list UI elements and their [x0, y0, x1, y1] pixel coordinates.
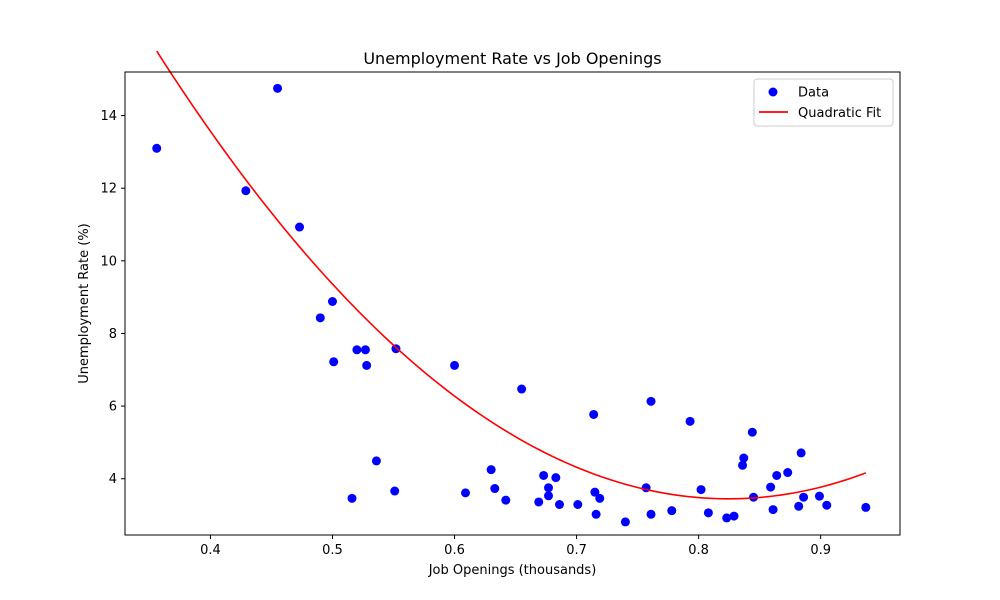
data-point — [696, 485, 706, 495]
data-point — [768, 505, 778, 515]
data-point — [646, 396, 656, 406]
data-point — [490, 484, 500, 494]
data-point — [590, 487, 600, 497]
x-tick-label: 0.9 — [810, 543, 831, 558]
data-point — [517, 384, 527, 394]
x-tick-label: 0.5 — [322, 543, 343, 558]
data-point — [796, 448, 806, 458]
data-point — [573, 499, 583, 509]
data-point — [544, 491, 554, 501]
legend: Data Quadratic Fit — [753, 78, 894, 127]
legend-data-label: Data — [798, 86, 829, 101]
data-point — [329, 357, 339, 367]
legend-fit-label: Quadratic Fit — [798, 106, 881, 121]
data-point — [352, 345, 362, 355]
data-point — [391, 344, 401, 354]
y-tick-label: 8 — [109, 327, 117, 342]
data-point — [539, 470, 549, 480]
data-point — [772, 470, 782, 480]
data-point — [861, 502, 871, 512]
data-point — [362, 360, 372, 370]
data-point — [152, 143, 162, 153]
data-point — [814, 491, 824, 501]
data-point — [591, 509, 601, 519]
data-point — [241, 186, 251, 196]
legend-data-marker — [768, 87, 778, 97]
data-point — [739, 453, 749, 463]
data-point — [295, 222, 305, 232]
data-point — [551, 473, 561, 483]
quadratic-fit-line — [156, 50, 867, 500]
data-point — [685, 416, 695, 426]
data-point — [620, 517, 630, 527]
data-point — [534, 497, 544, 507]
data-point — [554, 499, 564, 509]
data-point — [783, 468, 793, 478]
data-point — [646, 509, 656, 519]
data-point — [589, 409, 599, 419]
data-point — [390, 486, 400, 496]
data-point — [450, 360, 460, 370]
data-point — [486, 465, 496, 475]
data-point — [273, 83, 283, 93]
y-axis-label: Unemployment Rate (%) — [77, 223, 92, 384]
data-point — [738, 460, 748, 470]
data-point — [667, 506, 677, 516]
data-point — [766, 482, 776, 492]
data-point — [703, 508, 713, 518]
data-point — [722, 513, 732, 523]
plot-frame — [124, 71, 901, 536]
y-tick-label: 14 — [100, 109, 117, 124]
data-point — [729, 511, 739, 521]
data-point — [501, 495, 511, 505]
y-tick-label: 6 — [109, 400, 117, 415]
plot-area — [152, 50, 871, 527]
x-axis: 0.4 0.5 0.6 0.7 0.8 0.9 — [200, 535, 831, 558]
x-tick-label: 0.7 — [566, 543, 587, 558]
x-tick-label: 0.8 — [688, 543, 709, 558]
x-tick-label: 0.4 — [200, 543, 221, 558]
data-point — [799, 492, 809, 502]
y-tick-label: 10 — [100, 254, 117, 269]
data-point — [544, 483, 554, 493]
data-point — [371, 456, 381, 466]
data-point — [794, 501, 804, 511]
y-tick-label: 4 — [109, 472, 117, 487]
data-point — [595, 493, 605, 503]
legend-frame — [753, 78, 894, 127]
chart-title: Unemployment Rate vs Job Openings — [363, 49, 661, 68]
data-point — [315, 313, 325, 323]
y-tick-label: 12 — [100, 182, 117, 197]
data-point — [747, 427, 757, 437]
data-point — [360, 345, 370, 355]
x-axis-label: Job Openings (thousands) — [428, 563, 597, 578]
x-tick-label: 0.6 — [444, 543, 465, 558]
data-point — [327, 297, 337, 307]
data-point — [822, 500, 832, 510]
data-point — [461, 488, 471, 498]
data-point — [347, 493, 357, 503]
y-axis: 4 6 8 10 12 14 — [100, 109, 125, 487]
